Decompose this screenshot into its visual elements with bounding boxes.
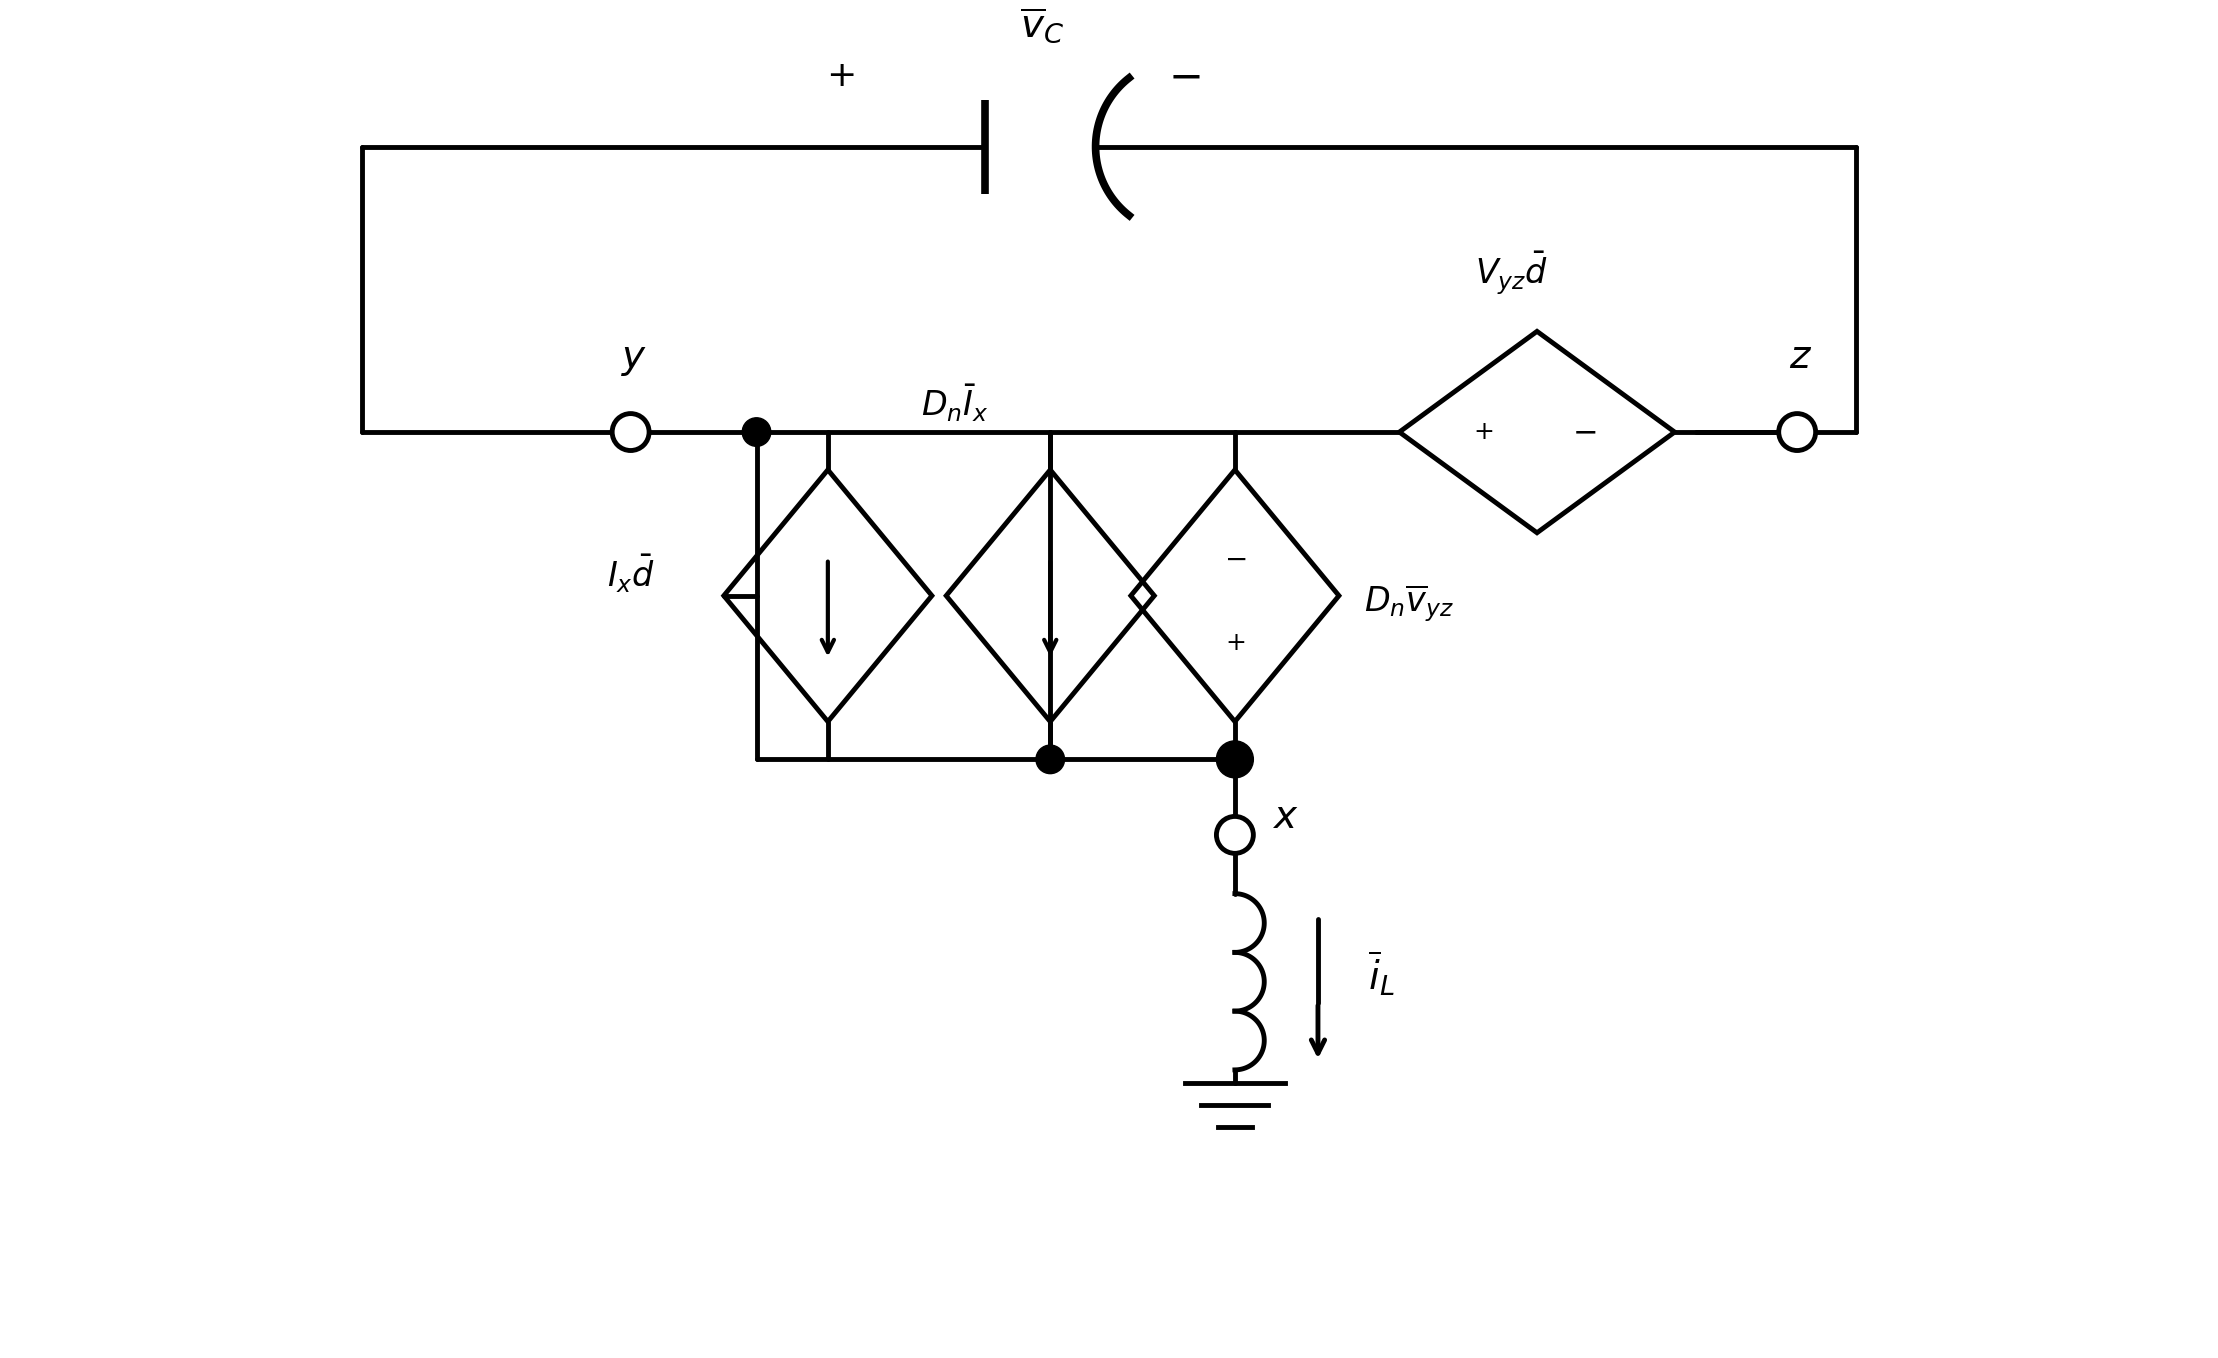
Text: $z$: $z$	[1790, 338, 1812, 376]
Text: $+$: $+$	[1473, 420, 1493, 444]
Text: $V_{yz}\bar{d}$: $V_{yz}\bar{d}$	[1475, 250, 1548, 297]
Text: $I_x\bar{d}$: $I_x\bar{d}$	[608, 553, 657, 595]
Text: $\overline{i}_L$: $\overline{i}_L$	[1369, 948, 1395, 998]
Text: $D_n\bar{I}_x$: $D_n\bar{I}_x$	[920, 383, 989, 424]
Text: $D_n\overline{v}_{yz}$: $D_n\overline{v}_{yz}$	[1364, 583, 1455, 625]
Circle shape	[1220, 746, 1249, 774]
Circle shape	[1215, 816, 1253, 853]
Text: $x$: $x$	[1273, 799, 1298, 837]
Text: $y$: $y$	[621, 341, 648, 379]
Circle shape	[612, 414, 650, 451]
Text: $-$: $-$	[1169, 56, 1200, 98]
Circle shape	[1779, 414, 1817, 451]
Text: $-$: $-$	[1573, 417, 1597, 447]
Circle shape	[743, 418, 772, 447]
Circle shape	[1215, 741, 1253, 778]
Circle shape	[1036, 746, 1065, 774]
Text: $+$: $+$	[825, 60, 854, 94]
Text: $\overline{v}_C$: $\overline{v}_C$	[1020, 5, 1065, 46]
Text: $-$: $-$	[1224, 545, 1247, 573]
Text: $+$: $+$	[1224, 630, 1244, 655]
